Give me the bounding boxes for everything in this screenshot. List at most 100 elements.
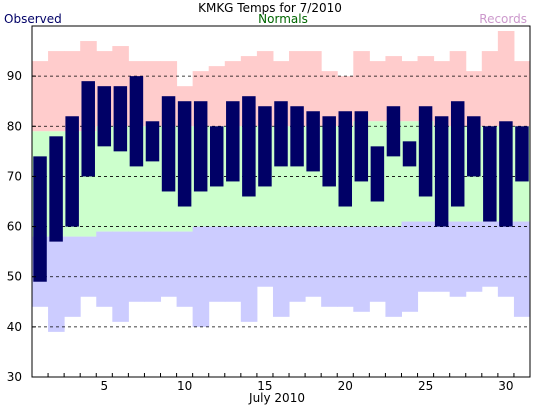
record-high-band <box>305 51 322 127</box>
x-tick-label: 30 <box>498 379 513 393</box>
legend-observed: Observed <box>4 12 62 26</box>
record-high-band <box>353 51 370 122</box>
y-tick-label: 70 <box>7 169 22 183</box>
observed-bar <box>306 111 320 172</box>
observed-bar <box>274 101 288 167</box>
record-high-band <box>369 61 386 122</box>
record-low-band <box>321 226 338 307</box>
record-high-band <box>64 51 81 132</box>
record-low-band <box>224 226 242 302</box>
observed-bar <box>97 86 112 147</box>
record-high-band <box>32 61 49 132</box>
observed-bar <box>81 81 95 177</box>
x-tick-label: 25 <box>418 379 433 393</box>
plot-frame <box>31 25 531 378</box>
observed-bar <box>65 116 79 227</box>
legend-normals: Normals <box>258 12 308 26</box>
record-high-band <box>321 71 338 127</box>
observed-bar <box>467 116 481 177</box>
record-high-band <box>417 56 435 122</box>
record-low-band <box>208 226 226 302</box>
observed-bar <box>322 116 336 187</box>
observed-bar <box>226 101 240 182</box>
record-low-band <box>481 221 499 287</box>
observed-bar <box>177 101 192 207</box>
record-low-band <box>240 226 258 322</box>
record-low-band <box>401 221 419 312</box>
record-low-band <box>160 231 178 297</box>
observed-bar <box>434 116 449 227</box>
observed-bar <box>499 121 513 227</box>
observed-bar <box>258 106 272 187</box>
observed-bar <box>450 101 465 207</box>
record-low-band <box>305 226 322 297</box>
chart-title: KMKG Temps for 7/2010 <box>198 1 342 15</box>
plot-area: 30 40 50 60 70 80 90 5 10 15 20 25 30 <box>7 25 531 393</box>
record-high-band <box>513 61 531 127</box>
observed-bar <box>113 86 128 152</box>
record-high-band <box>481 51 499 127</box>
record-low-band <box>144 231 162 302</box>
record-low-band <box>112 231 129 322</box>
record-low-band <box>465 221 483 292</box>
y-tick-label: 30 <box>7 370 22 384</box>
y-tick-label: 40 <box>7 320 22 334</box>
record-high-band <box>48 51 65 132</box>
observed-bar <box>161 96 176 192</box>
observed-bar <box>193 101 208 192</box>
record-high-band <box>433 61 451 127</box>
record-high-band <box>208 66 226 127</box>
record-low-band <box>80 236 97 297</box>
observed-bar <box>386 106 401 157</box>
x-axis-label: July 2010 <box>248 391 305 405</box>
observed-bar <box>483 126 497 222</box>
record-low-band <box>353 226 370 312</box>
x-tick-label: 20 <box>338 379 353 393</box>
observed-bar <box>33 156 47 282</box>
record-high-band <box>144 61 162 127</box>
observed-bar <box>242 96 256 197</box>
y-tick-label: 80 <box>7 119 22 133</box>
record-high-band <box>401 61 419 122</box>
observed-bar <box>354 111 369 182</box>
y-tick-label: 60 <box>7 220 22 234</box>
observed-bar <box>370 146 385 202</box>
record-high-band <box>465 71 483 127</box>
legend-records: Records <box>479 12 527 26</box>
observed-bar <box>418 106 433 197</box>
observed-bar <box>209 126 224 187</box>
observed-bar <box>129 76 144 167</box>
x-tick-label: 15 <box>257 379 272 393</box>
record-low-band <box>369 226 386 302</box>
record-low-band <box>176 231 194 307</box>
record-low-band <box>128 231 145 302</box>
record-low-band <box>433 221 451 292</box>
observed-bar <box>338 111 353 207</box>
normal-band <box>112 126 129 232</box>
x-tick-label: 10 <box>177 379 192 393</box>
observed-bar <box>49 136 63 242</box>
record-low-band <box>272 226 290 317</box>
record-low-band <box>289 226 306 302</box>
record-low-band <box>449 221 467 297</box>
record-low-band <box>48 236 65 332</box>
record-low-band <box>497 221 515 297</box>
normal-band <box>401 121 419 222</box>
x-tick-label: 5 <box>100 379 108 393</box>
y-tick-label: 50 <box>7 270 22 284</box>
record-low-band <box>513 221 531 317</box>
y-tick-label: 90 <box>7 69 22 83</box>
record-low-band <box>385 226 402 317</box>
record-low-band <box>96 231 113 307</box>
record-low-band <box>64 236 81 317</box>
record-high-band <box>497 31 515 127</box>
observed-bar <box>515 126 529 182</box>
record-low-band <box>417 221 435 292</box>
observed-bar <box>145 121 160 162</box>
observed-bar <box>402 141 417 167</box>
record-high-band <box>385 56 402 122</box>
record-low-band <box>337 226 354 307</box>
normal-band <box>96 126 113 232</box>
observed-bar <box>290 106 304 167</box>
